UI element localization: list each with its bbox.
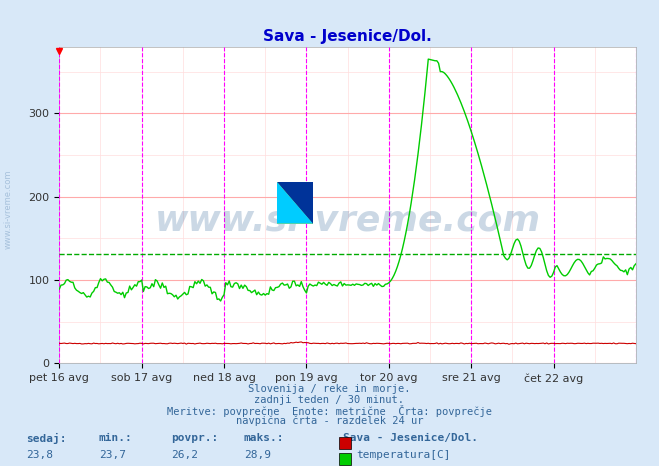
Text: 23,8: 23,8: [26, 450, 53, 459]
Text: navpična črta - razdelek 24 ur: navpična črta - razdelek 24 ur: [236, 415, 423, 426]
Text: maks.:: maks.:: [244, 433, 284, 443]
Text: sedaj:: sedaj:: [26, 433, 67, 445]
Text: Slovenija / reke in morje.: Slovenija / reke in morje.: [248, 384, 411, 394]
Text: www.si-vreme.com: www.si-vreme.com: [155, 204, 540, 238]
Text: temperatura[C]: temperatura[C]: [356, 450, 450, 459]
Polygon shape: [277, 182, 313, 224]
Polygon shape: [277, 182, 313, 224]
Text: 28,9: 28,9: [244, 450, 271, 459]
Bar: [339, 453, 351, 465]
Text: 23,7: 23,7: [99, 450, 126, 459]
Text: 26,2: 26,2: [171, 450, 198, 459]
Text: www.si-vreme.com: www.si-vreme.com: [3, 170, 13, 249]
Title: Sava - Jesenice/Dol.: Sava - Jesenice/Dol.: [263, 29, 432, 44]
Text: Sava - Jesenice/Dol.: Sava - Jesenice/Dol.: [343, 433, 478, 443]
Text: min.:: min.:: [99, 433, 132, 443]
Text: povpr.:: povpr.:: [171, 433, 219, 443]
Bar: [339, 437, 351, 449]
Text: zadnji teden / 30 minut.: zadnji teden / 30 minut.: [254, 395, 405, 404]
Text: Meritve: povprečne  Enote: metrične  Črta: povprečje: Meritve: povprečne Enote: metrične Črta:…: [167, 405, 492, 417]
